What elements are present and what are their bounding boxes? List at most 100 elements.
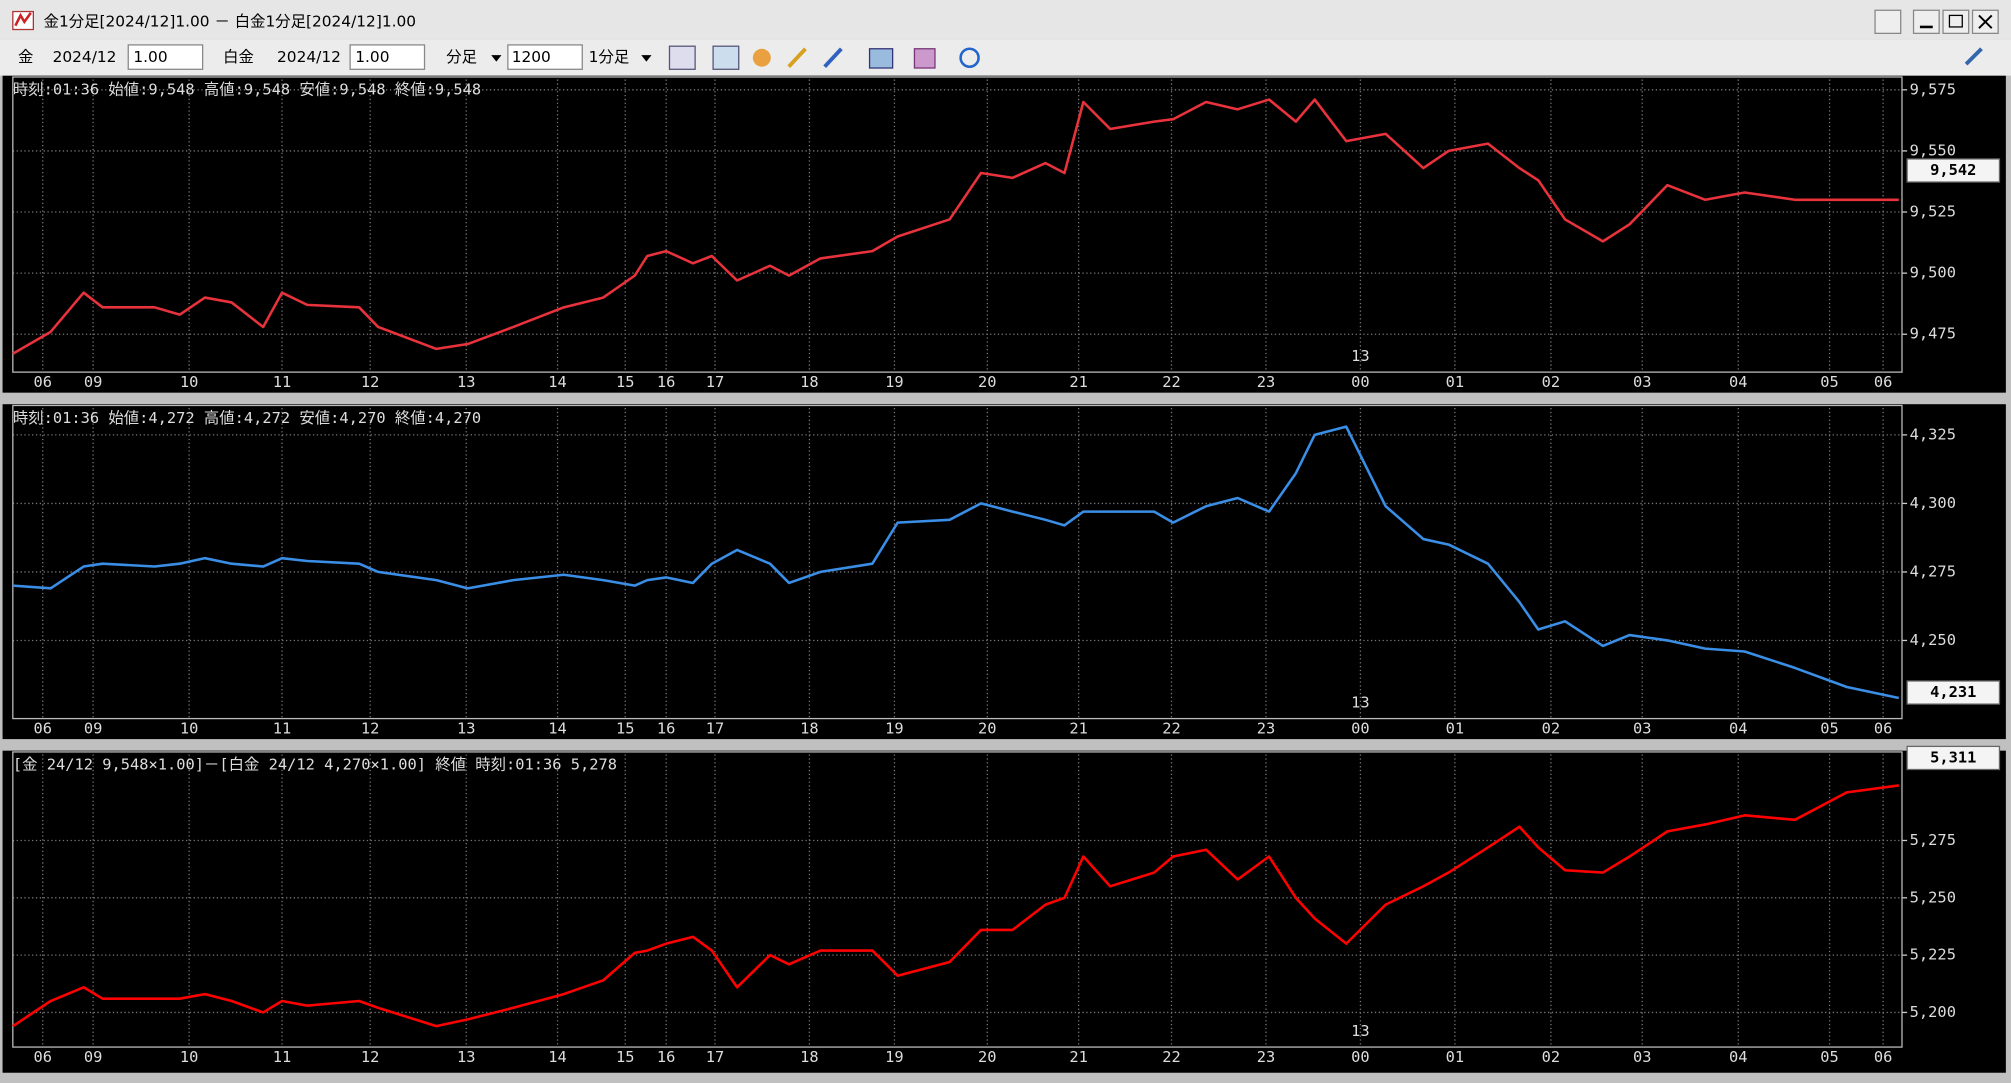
y-tick-label: 9,525: [1910, 203, 1956, 221]
x-tick-label: 17: [706, 1048, 725, 1066]
period-unit[interactable]: 分足: [446, 48, 477, 66]
x-tick-label: 05: [1820, 373, 1839, 391]
panel-background: [2, 750, 2006, 1073]
y-tick-label: 4,325: [1910, 425, 1956, 443]
x-tick-label: 10: [180, 719, 199, 737]
tool-icon[interactable]: [712, 45, 740, 70]
x-tick-label: 23: [1257, 373, 1276, 391]
x-tick-label: 18: [800, 1048, 819, 1066]
y-tick-label: 9,550: [1910, 141, 1956, 159]
period[interactable]: 1分足: [589, 48, 630, 66]
price-box-label: 4,231: [1930, 683, 1976, 701]
window-controls: [1874, 9, 1999, 35]
x-tick-label: 06: [33, 373, 52, 391]
x-tick-label: 21: [1069, 1048, 1088, 1066]
tool-icon[interactable]: [868, 48, 894, 69]
x-tick-label: 16: [657, 719, 676, 737]
window-title: 金1分足[2024/12]1.00 － 白金1分足[2024/12]1.00: [44, 12, 416, 30]
x-tick-label: 18: [800, 719, 819, 737]
restore-button[interactable]: [1874, 9, 1902, 35]
settings-icon[interactable]: [1964, 47, 1983, 66]
x-tick-label: 14: [548, 1048, 567, 1066]
chart-panel: 06 09 10 11 12 13 14 15 16 17 18 19 20 21 22 23 00 01 02 03…: [2, 75, 2006, 393]
x-tick-label: 23: [1257, 1048, 1276, 1066]
x-tick-label: 02: [1542, 1048, 1561, 1066]
x-tick-label: 05: [1820, 719, 1839, 737]
x-tick-label: 18: [800, 373, 819, 391]
dropdown-arrow: [641, 55, 652, 62]
x-tick-label: 22: [1162, 1048, 1181, 1066]
x-tick-label: 03: [1633, 1048, 1652, 1066]
x-tick-label: 21: [1069, 719, 1088, 737]
x-tick-label: 02: [1542, 373, 1561, 391]
tool-icon[interactable]: [787, 47, 807, 69]
x-tick-label: 00: [1351, 719, 1370, 737]
x-tick-label: 06: [33, 719, 52, 737]
tool-icon[interactable]: [752, 48, 771, 67]
chart-panel: 06 09 10 11 12 13 14 15 16 17 18 19 20 21 22 23 00 01 02 03…: [2, 404, 2006, 740]
x-tick-label: 06: [1874, 373, 1893, 391]
title-bar: [0, 0, 2011, 40]
y-tick-label: 5,275: [1910, 831, 1956, 849]
y-tick-label: 9,575: [1910, 80, 1956, 98]
x-tick-label: 06: [33, 1048, 52, 1066]
tool-icon[interactable]: [959, 47, 980, 69]
x-tick-label: 12: [361, 373, 380, 391]
plot-border: [12, 404, 1903, 720]
x-tick-label: 20: [978, 373, 997, 391]
bar-count: 1200: [512, 48, 551, 66]
y-tick-label: 4,250: [1910, 631, 1956, 649]
x-tick-label: 15: [616, 719, 635, 737]
chart-header: 時刻:01:36 始値:4,272 高値:4,272 安値:4,270 終値:4…: [13, 409, 481, 427]
plot-border: [12, 751, 1903, 1048]
x-tick-label: 09: [84, 719, 103, 737]
x-tick-label: 14: [548, 373, 567, 391]
tool-icon[interactable]: [823, 47, 843, 69]
plat-month: 2024/12: [277, 48, 341, 66]
x-tick-label: 09: [84, 373, 103, 391]
gold-label: 金: [18, 48, 33, 66]
x-tick-label: 03: [1633, 373, 1652, 391]
x-tick-label: 12: [361, 1048, 380, 1066]
x-tick-label: 06: [1874, 719, 1893, 737]
tool-icon[interactable]: [668, 45, 696, 70]
x-tick-label: 21: [1069, 373, 1088, 391]
toolbar-icons: [668, 45, 1983, 70]
date-marker: 13: [1351, 347, 1370, 365]
x-tick-label: 14: [548, 719, 567, 737]
x-tick-label: 13: [457, 1048, 476, 1066]
price-box: [1906, 680, 2001, 705]
x-tick-label: 04: [1729, 1048, 1748, 1066]
x-tick-label: 19: [885, 373, 904, 391]
minimize-button[interactable]: [1912, 9, 1940, 35]
x-tick-label: 10: [180, 1048, 199, 1066]
gold-ratio: 1.00: [133, 48, 167, 66]
x-tick-label: 10: [180, 373, 199, 391]
bar-count-input[interactable]: [507, 44, 583, 70]
toolbar: [0, 39, 2011, 76]
panel-background: [2, 404, 2006, 740]
gold-ratio-input[interactable]: [127, 44, 204, 70]
x-tick-label: 02: [1542, 719, 1561, 737]
x-tick-label: 06: [1874, 1048, 1893, 1066]
close-glyph: [1978, 14, 1993, 29]
price-line: [12, 425, 1900, 700]
app-icon-glyph: [14, 12, 32, 27]
x-tick-label: 01: [1446, 373, 1465, 391]
x-tick-label: 00: [1351, 1048, 1370, 1066]
x-tick-label: 19: [885, 719, 904, 737]
x-tick-label: 01: [1446, 1048, 1465, 1066]
maximize-glyph: [1948, 14, 1963, 28]
tool-icon[interactable]: [913, 48, 936, 69]
y-tick-label: 5,225: [1910, 946, 1956, 964]
x-tick-label: 09: [84, 1048, 103, 1066]
plot-border: [12, 76, 1903, 373]
chart-header: [金 24/12 9,548×1.00]－[白金 24/12 4,270×1.0…: [13, 755, 617, 773]
maximize-button[interactable]: [1942, 9, 1970, 35]
plat-ratio-input[interactable]: [349, 44, 426, 70]
x-tick-label: 22: [1162, 719, 1181, 737]
x-tick-label: 01: [1446, 719, 1465, 737]
y-tick-label: 9,500: [1910, 264, 1956, 282]
charts: 06 09 10 11 12 13 14 15 16 17 18 19 20 21 22 23 00 01 02 03…: [2, 75, 2006, 1073]
